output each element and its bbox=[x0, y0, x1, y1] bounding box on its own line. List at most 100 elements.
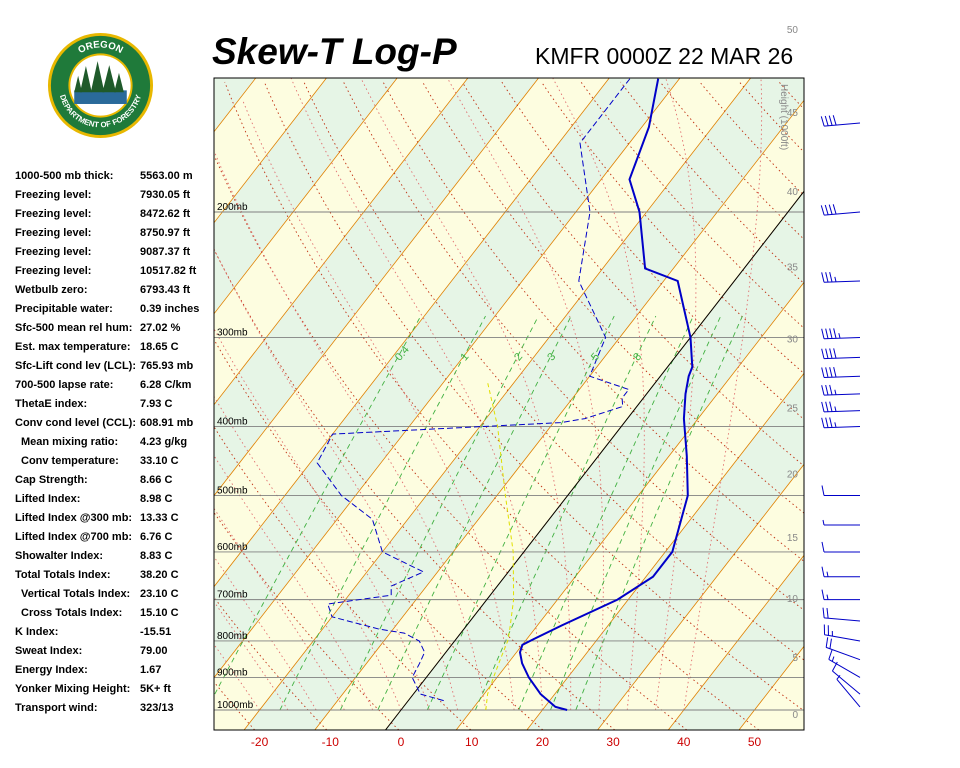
index-label: Transport wind: bbox=[15, 702, 98, 714]
index-value: 4.23 g/kg bbox=[140, 436, 188, 448]
wind-barb-half-flag bbox=[834, 276, 837, 282]
wind-barb bbox=[822, 607, 861, 622]
wind-barb bbox=[823, 624, 861, 642]
wind-barb-staff bbox=[836, 678, 861, 708]
wind-barb-flag bbox=[833, 366, 837, 378]
index-label: Freezing level: bbox=[15, 227, 92, 239]
isotherm-band bbox=[0, 78, 44, 730]
index-label: Vertical Totals Index: bbox=[21, 588, 131, 600]
index-value: 13.33 C bbox=[140, 512, 179, 524]
index-label: Showalter Index: bbox=[15, 550, 104, 562]
wind-barb bbox=[821, 417, 861, 429]
height-tick-label: 25 bbox=[787, 403, 799, 414]
index-label: Freezing level: bbox=[15, 189, 92, 201]
wind-barb-staff bbox=[824, 393, 861, 396]
height-tick-label: 35 bbox=[787, 262, 799, 273]
dry-adiabat-line bbox=[263, 81, 804, 712]
index-label: 700-500 lapse rate: bbox=[15, 379, 114, 391]
wind-barb-flag bbox=[828, 649, 833, 660]
height-tick-label: 10 bbox=[787, 594, 799, 605]
dry-adiabat-line bbox=[898, 82, 960, 730]
tree-icon bbox=[74, 61, 127, 104]
isobar-lines bbox=[214, 211, 804, 711]
index-value: 0.39 inches bbox=[140, 303, 200, 315]
index-row: ThetaE index: 7.93 C bbox=[15, 396, 215, 415]
wind-barb-flag bbox=[821, 328, 825, 339]
reference-line bbox=[400, 190, 804, 711]
height-tick-label: 15 bbox=[787, 533, 799, 544]
wind-barb-flag bbox=[825, 348, 829, 359]
index-row: Transport wind: 323/13 bbox=[15, 700, 215, 719]
wind-barb-flag bbox=[825, 328, 829, 339]
x-tick-label: 10 bbox=[465, 735, 479, 749]
index-row: Freezing level: 7930.05 ft bbox=[15, 187, 215, 206]
index-label: Lifted Index @700 mb: bbox=[15, 531, 133, 543]
wind-barb-staff bbox=[824, 634, 861, 642]
dry-adiabat-line bbox=[422, 81, 804, 514]
wind-barb-flag bbox=[821, 485, 825, 496]
station-time-label: KMFR 0000Z 22 MAR 26 bbox=[535, 43, 794, 69]
isotherm-line bbox=[314, 99, 804, 730]
isotherm-line bbox=[455, 281, 804, 730]
isotherm-line bbox=[214, 78, 398, 315]
wind-barb-staff bbox=[824, 410, 861, 413]
wind-barb bbox=[821, 541, 860, 553]
index-value: 23.10 C bbox=[140, 588, 179, 600]
wind-barb bbox=[821, 485, 860, 497]
index-value: 765.93 mb bbox=[140, 360, 194, 372]
index-row: Vertical Totals Index: 23.10 C bbox=[15, 586, 215, 605]
isobar-label: 700mb bbox=[217, 590, 248, 601]
isotherm-band bbox=[244, 78, 804, 730]
temperature-axis: -20 -10 0 10 20 30 40 50 bbox=[251, 735, 762, 749]
index-value: 6793.43 ft bbox=[140, 284, 191, 296]
dry-adiabat-line bbox=[937, 82, 960, 730]
index-value: 5563.00 m bbox=[140, 170, 193, 182]
wind-barb-flag bbox=[825, 401, 829, 412]
index-row: Precipitable water: 0.39 inches bbox=[15, 301, 215, 320]
x-tick-label: 50 bbox=[748, 735, 762, 749]
isotherm-line bbox=[526, 372, 804, 730]
wind-barb-flag bbox=[821, 589, 825, 600]
index-label: Sweat Index: bbox=[15, 645, 83, 657]
isotherm-line bbox=[597, 463, 804, 730]
index-label: Wetbulb zero: bbox=[15, 284, 88, 296]
index-label: K Index: bbox=[15, 626, 59, 638]
wind-barb-half-flag bbox=[836, 675, 841, 680]
height-axis: Height (1000ft) 0 5 10 15 20 25 30 35 40 45 50 bbox=[778, 25, 798, 721]
moist-adiabat-line bbox=[214, 643, 260, 711]
dry-adiabat-line bbox=[699, 81, 804, 197]
x-tick-label: 40 bbox=[677, 735, 691, 749]
isotherm-band bbox=[214, 78, 751, 730]
wind-barb-staff bbox=[824, 336, 861, 340]
index-row: 700-500 lapse rate: 6.28 C/km bbox=[15, 377, 215, 396]
index-row: Conv temperature: 33.10 C bbox=[15, 453, 215, 472]
wind-barb-staff bbox=[826, 646, 861, 661]
index-row: Mean mixing ratio: 4.23 g/kg bbox=[15, 434, 215, 453]
index-row: Yonker Mixing Height: 5K+ ft bbox=[15, 681, 215, 700]
index-label: 1000-500 mb thick: bbox=[15, 170, 114, 182]
index-value: 27.02 % bbox=[140, 322, 181, 334]
index-label: Conv temperature: bbox=[21, 455, 119, 467]
height-axis-title: Height (1000ft) bbox=[778, 84, 789, 150]
index-label: Yonker Mixing Height: bbox=[15, 683, 131, 695]
height-tick-label: 50 bbox=[787, 25, 799, 36]
plot-border bbox=[213, 77, 805, 731]
dry-adiabat-line bbox=[778, 81, 804, 110]
wind-barb bbox=[821, 401, 861, 413]
wind-barb-staff bbox=[824, 211, 861, 216]
dry-adiabat-line bbox=[0, 82, 183, 730]
wind-barb-flag bbox=[821, 272, 825, 283]
svg-text:OREGON: OREGON bbox=[76, 39, 124, 56]
wind-barb-half-flag bbox=[838, 333, 841, 339]
index-row: Lifted Index @700 mb: 6.76 C bbox=[15, 529, 215, 548]
index-row: Est. max temperature: 18.65 C bbox=[15, 339, 215, 358]
index-value: 7.93 C bbox=[140, 398, 173, 410]
wind-barb-flag bbox=[829, 271, 833, 283]
index-value: 38.20 C bbox=[140, 569, 179, 581]
wind-barb bbox=[821, 348, 861, 360]
wind-barb bbox=[821, 271, 861, 283]
isobar-label: 500mb bbox=[217, 486, 248, 497]
isotherm-line bbox=[880, 78, 960, 730]
wind-barb-flag bbox=[821, 348, 825, 359]
dry-adiabat-line bbox=[858, 82, 960, 730]
